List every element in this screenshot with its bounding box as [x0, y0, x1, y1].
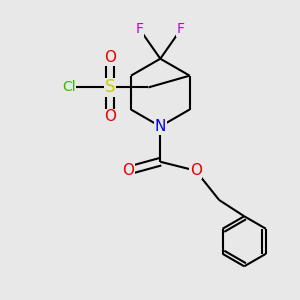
Text: Cl: Cl: [62, 80, 76, 94]
Text: N: N: [154, 119, 166, 134]
Text: S: S: [105, 78, 116, 96]
Text: O: O: [190, 163, 202, 178]
Text: O: O: [122, 163, 134, 178]
Text: F: F: [177, 22, 185, 36]
Text: O: O: [104, 110, 116, 124]
Text: F: F: [136, 22, 144, 36]
Text: O: O: [104, 50, 116, 65]
